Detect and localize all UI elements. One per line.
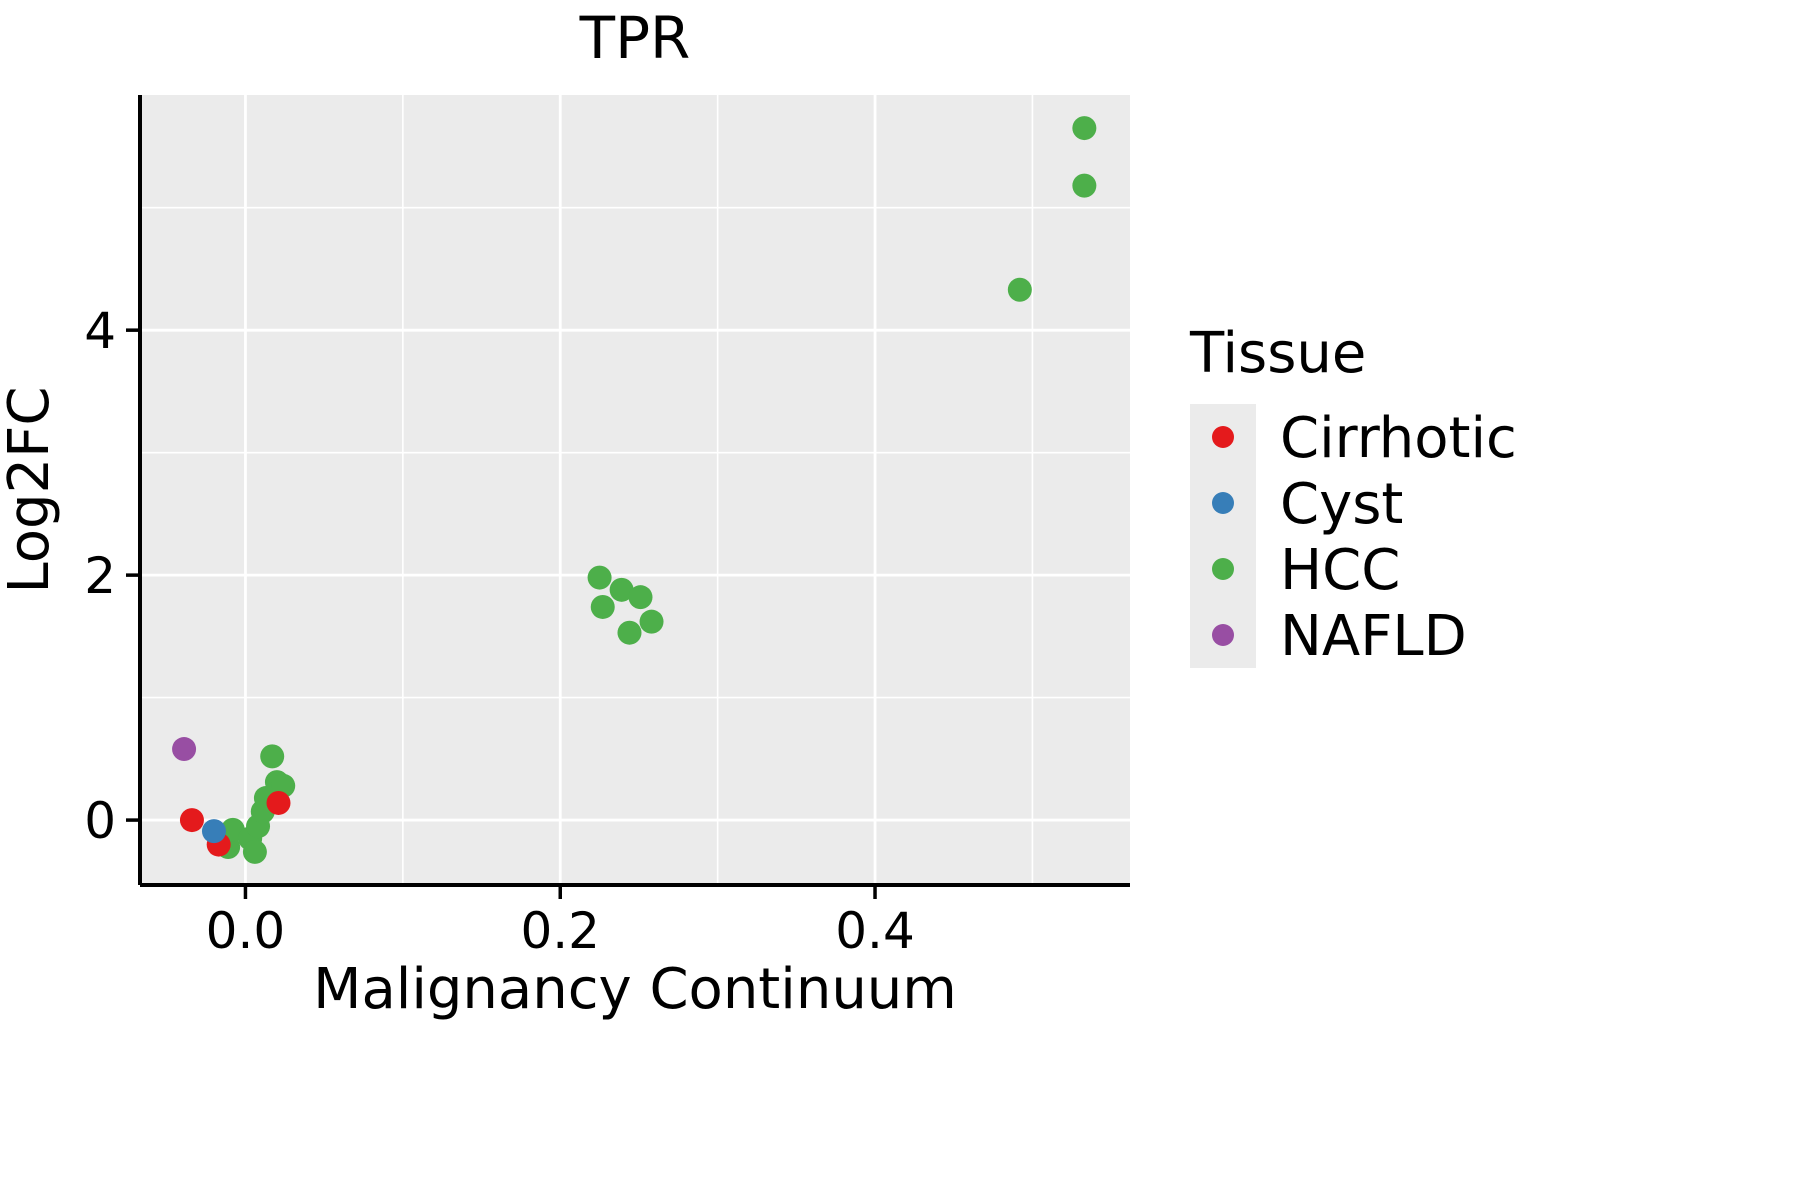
data-point-hcc — [587, 565, 612, 590]
data-points — [172, 116, 1097, 864]
data-point-hcc — [617, 620, 642, 645]
legend-label-hcc: HCC — [1280, 538, 1400, 603]
data-point-hcc — [590, 594, 615, 619]
chart-title: TPR — [579, 4, 691, 72]
legend-label-cirrhotic: Cirrhotic — [1280, 406, 1517, 471]
data-point-cirrhotic — [179, 808, 204, 833]
legend-label-cyst: Cyst — [1280, 472, 1403, 537]
data-point-hcc — [242, 839, 267, 864]
x-tick-label: 0.4 — [835, 902, 915, 960]
y-tick-label: 4 — [84, 302, 116, 360]
minor-gridlines — [140, 95, 1130, 885]
x-tick-label: 0.0 — [206, 902, 286, 960]
legend-key-dot-cirrhotic — [1212, 426, 1234, 448]
legend-key-dot-nafld — [1212, 624, 1234, 646]
legend-label-nafld: NAFLD — [1280, 604, 1467, 669]
y-tick-labels: 0 2 4 — [84, 302, 116, 850]
data-point-hcc — [260, 744, 285, 769]
legend-key-dot-cyst — [1212, 492, 1234, 514]
data-point-cirrhotic — [266, 790, 291, 815]
data-point-hcc — [628, 585, 653, 610]
axis-lines — [138, 95, 1130, 887]
data-point-nafld — [172, 737, 197, 762]
legend-key-dot-hcc — [1212, 558, 1234, 580]
y-tick-label: 0 — [84, 792, 116, 850]
legend-title: Tissue — [1189, 321, 1366, 386]
axis-tick-marks — [126, 328, 877, 899]
data-point-hcc — [1072, 116, 1097, 141]
y-axis-label: Log2FC — [0, 387, 62, 594]
plot-panel-background — [140, 95, 1130, 885]
x-tick-label: 0.2 — [520, 902, 600, 960]
data-point-hcc — [609, 577, 634, 602]
data-point-hcc — [639, 609, 664, 634]
x-axis-label: Malignancy Continuum — [313, 957, 957, 1022]
x-tick-labels: 0.0 0.2 0.4 — [206, 902, 915, 960]
data-point-cyst — [201, 819, 226, 844]
major-gridlines — [140, 95, 1130, 885]
data-point-hcc — [1007, 277, 1032, 302]
data-point-hcc — [1072, 173, 1097, 198]
y-tick-label: 2 — [84, 547, 116, 605]
